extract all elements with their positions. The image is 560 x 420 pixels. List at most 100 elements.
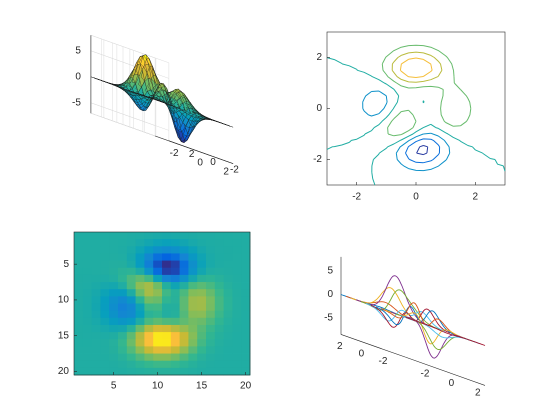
ribbon-y-tick: 2 xyxy=(337,341,343,352)
heatmap-cell xyxy=(118,360,128,369)
ribbon-tick-labels: 5 0 -5 -2 0 2 2 0 -2 xyxy=(324,266,481,399)
heatmap-cell xyxy=(162,253,172,261)
heatmap-cell xyxy=(135,360,145,369)
heatmap-cell xyxy=(126,232,136,240)
heatmap-cell xyxy=(232,296,242,304)
heatmap-cell xyxy=(197,232,207,240)
ribbon-y-tick: 0 xyxy=(359,348,365,359)
heatmap-cell xyxy=(232,339,242,347)
contour-x-tick: -2 xyxy=(352,192,361,203)
contour-level xyxy=(405,138,441,164)
heatmap-cell xyxy=(153,324,163,333)
heatmap-cell xyxy=(162,274,172,283)
heatmap-cell xyxy=(153,274,163,283)
heatmap-cell xyxy=(162,324,172,333)
heatmap-cell xyxy=(170,360,180,369)
heatmap-cell xyxy=(74,324,84,333)
heatmap-cell xyxy=(153,282,163,290)
surface-y-axis xyxy=(168,140,234,164)
heatmap-cell xyxy=(109,367,119,376)
heatmap-cell xyxy=(214,339,224,347)
heatmap-cell xyxy=(100,339,110,347)
heatmap-cell xyxy=(153,232,163,240)
heatmap-cell xyxy=(109,353,119,362)
heatmap-cell xyxy=(214,246,224,254)
heatmap-cell xyxy=(126,260,136,269)
heatmap-cell xyxy=(188,289,198,297)
heatmap-cell xyxy=(162,267,172,276)
heatmap-cell xyxy=(188,310,198,319)
heatmap-cell xyxy=(170,346,180,354)
heatmap-cell xyxy=(118,246,128,254)
heatmap-cell xyxy=(144,360,154,369)
heatmap-cell xyxy=(82,282,92,290)
heatmap-cell xyxy=(170,339,180,347)
heatmap-cell xyxy=(223,339,233,347)
heatmap-cell xyxy=(214,324,224,333)
heatmap-cell xyxy=(241,317,251,326)
heatmap-cell xyxy=(214,332,224,340)
heatmap-cell xyxy=(197,339,207,347)
heatmap-cell xyxy=(179,253,189,261)
heatmap-cell xyxy=(144,274,154,283)
heatmap-cell xyxy=(232,317,242,326)
heatmap-cell xyxy=(153,303,163,312)
heatmap-cell xyxy=(118,367,128,376)
heatmap-cell xyxy=(232,289,242,297)
heatmap-cell xyxy=(144,260,154,269)
heatmap-cell xyxy=(206,289,216,297)
heatmap-cell xyxy=(214,232,224,240)
heatmap-cell xyxy=(232,367,242,376)
heatmap-cell xyxy=(214,239,224,247)
heatmap-cell xyxy=(188,246,198,254)
heatmap-cell xyxy=(144,253,154,261)
heatmap-cell xyxy=(118,260,128,269)
heatmap-cell xyxy=(232,332,242,340)
heatmap-cell xyxy=(241,324,251,333)
contour-y-tick: 0 xyxy=(316,103,322,114)
heatmap-cell xyxy=(109,253,119,261)
heatmap-cell xyxy=(118,339,128,347)
heatmap-cell xyxy=(170,232,180,240)
heatmap-cell xyxy=(135,274,145,283)
contour-y-tick: -2 xyxy=(313,154,322,165)
heatmap-cell xyxy=(144,296,154,304)
heatmap-cell xyxy=(214,317,224,326)
heatmap-cell xyxy=(109,267,119,276)
heatmap-cell xyxy=(144,267,154,276)
heatmap-x-tick: 10 xyxy=(152,381,164,392)
heatmap-cell xyxy=(214,282,224,290)
heatmap-cell xyxy=(179,317,189,326)
heatmap-cell xyxy=(91,303,101,312)
heatmap-cell xyxy=(241,296,251,304)
heatmap-cell xyxy=(232,310,242,319)
contour-level xyxy=(416,145,429,156)
heatmap-cell xyxy=(82,353,92,362)
heatmap-cell xyxy=(188,317,198,326)
heatmap-cell xyxy=(144,353,154,362)
ribbon-y-axis xyxy=(340,334,406,358)
heatmap-cell xyxy=(82,310,92,319)
surface-z-tick: -5 xyxy=(72,97,81,108)
heatmap-cell xyxy=(153,246,163,254)
heatmap-cell xyxy=(153,367,163,376)
heatmap-cell xyxy=(197,282,207,290)
heatmap-cell xyxy=(188,232,198,240)
heatmap-cell xyxy=(82,317,92,326)
heatmap-cell xyxy=(118,332,128,340)
heatmap-cell xyxy=(214,367,224,376)
ribbon-x-tick: 0 xyxy=(449,378,455,389)
heatmap-cell xyxy=(188,367,198,376)
heatmap-cell xyxy=(232,303,242,312)
heatmap-cell xyxy=(126,353,136,362)
heatmap-cell xyxy=(74,346,84,354)
heatmap-cell xyxy=(135,339,145,347)
heatmap-cell xyxy=(74,253,84,261)
surface-y-tick: -2 xyxy=(230,164,239,175)
heatmap-cell xyxy=(126,274,136,283)
heatmap-cell xyxy=(188,267,198,276)
heatmap-cells xyxy=(74,232,251,376)
heatmap-cell xyxy=(91,296,101,304)
heatmap-cell xyxy=(109,360,119,369)
contour-tick-labels: -2 0 2 2 0 -2 xyxy=(313,52,478,203)
